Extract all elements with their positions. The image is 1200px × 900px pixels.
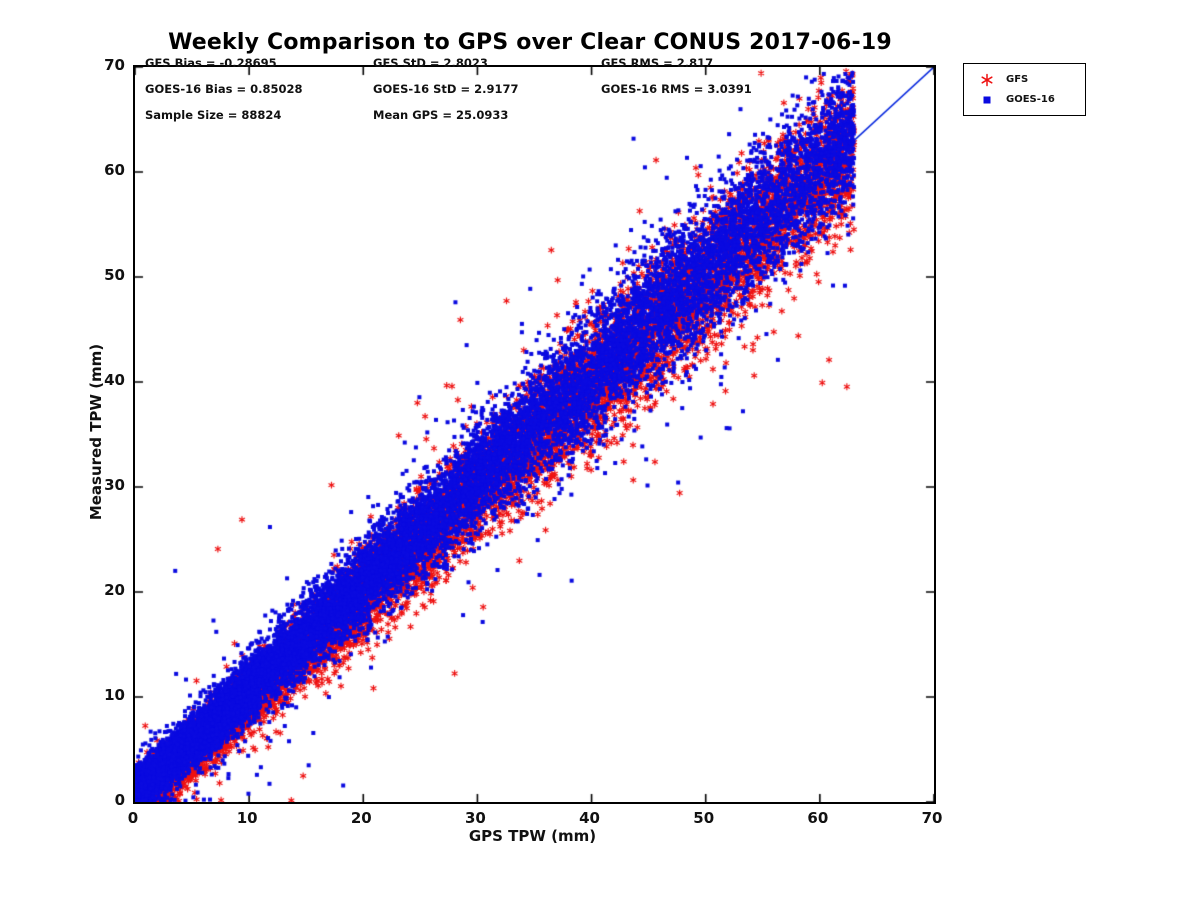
stat-mean-gps: Mean GPS = 25.0933: [373, 108, 509, 122]
stat-sample-size: Sample Size = 88824: [145, 108, 282, 122]
gfs-asterisk-icon: [981, 73, 993, 86]
x-tick-label: 70: [921, 809, 943, 827]
scatter-canvas: [135, 67, 934, 802]
x-tick-label: 30: [464, 809, 486, 827]
x-tick-label: 0: [127, 809, 139, 827]
y-tick-label: 40: [104, 371, 125, 389]
y-tick-label: 50: [104, 266, 125, 284]
x-tick-label: 20: [350, 809, 372, 827]
stat-goes16-std: GOES-16 StD = 2.9177: [373, 82, 519, 96]
y-tick-label: 30: [104, 476, 125, 494]
x-tick-label: 60: [807, 809, 829, 827]
plot-area: [133, 65, 936, 804]
legend-label-gfs: GFS: [1006, 74, 1029, 85]
x-tick-label: 40: [579, 809, 600, 827]
goes16-square-icon: [983, 96, 991, 103]
x-axis-label: GPS TPW (mm): [468, 827, 597, 845]
legend-entry-goes16: GOES-16: [980, 92, 1077, 107]
stat-gfs-rms: GFS RMS = 2.817: [601, 56, 714, 70]
legend: GFS GOES-16: [963, 63, 1086, 116]
stat-gfs-std: GFS StD = 2.8023: [373, 56, 488, 70]
chart-title: Weekly Comparison to GPS over Clear CONU…: [168, 30, 892, 55]
y-tick-label: 0: [114, 791, 125, 809]
x-tick-label: 10: [236, 809, 258, 827]
stat-gfs-bias: GFS Bias = -0.28695: [145, 56, 277, 70]
y-tick-label: 70: [104, 56, 125, 74]
stat-goes16-rms: GOES-16 RMS = 3.0391: [601, 82, 752, 96]
legend-label-goes16: GOES-16: [1006, 94, 1055, 105]
y-tick-label: 10: [104, 686, 125, 704]
x-tick-label: 50: [693, 809, 715, 827]
stat-goes16-bias: GOES-16 Bias = 0.85028: [145, 82, 303, 96]
legend-entry-gfs: GFS: [980, 72, 1077, 87]
y-tick-label: 60: [104, 161, 125, 179]
y-tick-label: 20: [104, 581, 125, 599]
